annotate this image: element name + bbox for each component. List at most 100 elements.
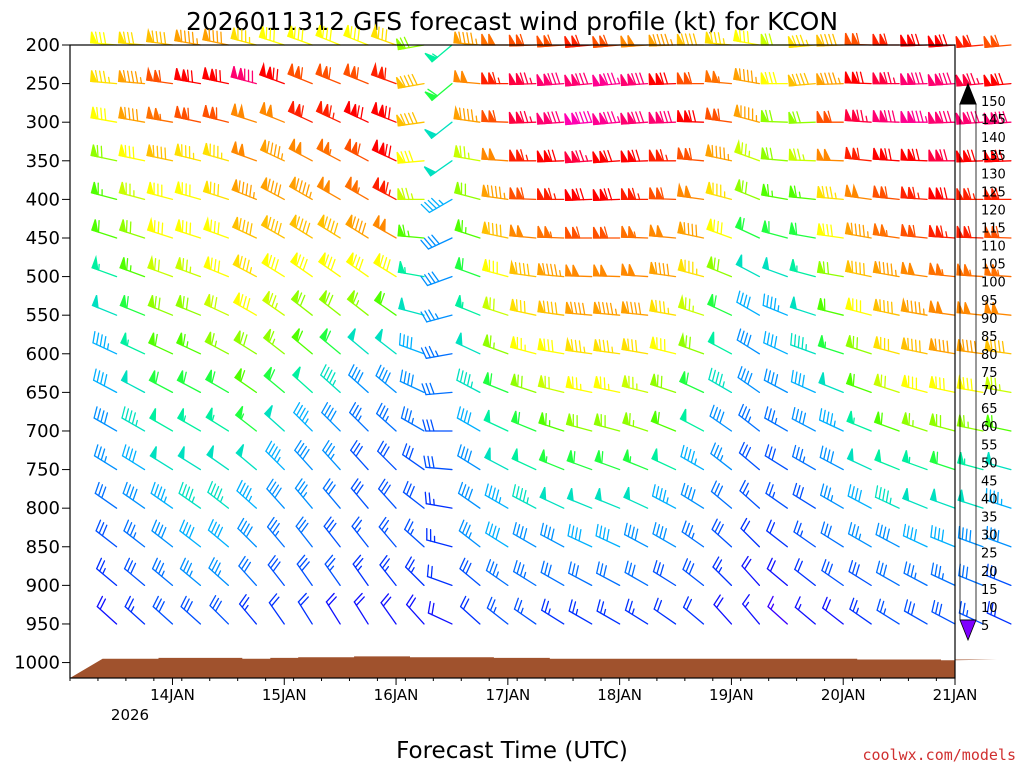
wind-barb xyxy=(291,328,313,355)
wind-barb xyxy=(789,296,816,316)
y-tick-label: 400 xyxy=(26,189,60,210)
wind-barb xyxy=(236,479,257,509)
wind-barb xyxy=(207,519,230,548)
wind-barb xyxy=(592,188,621,201)
wind-barb xyxy=(849,597,872,625)
wind-barb xyxy=(322,478,341,509)
wind-barb xyxy=(402,480,425,509)
wind-barb xyxy=(733,29,761,46)
colorbar-min-arrow xyxy=(959,619,977,642)
wind-barb xyxy=(325,592,341,625)
wind-barb xyxy=(370,23,397,46)
wind-barb xyxy=(291,366,313,394)
wind-barb xyxy=(152,595,174,625)
wind-barb xyxy=(207,480,230,509)
wind-barb xyxy=(263,366,285,394)
wind-barb xyxy=(351,516,369,548)
wind-barb xyxy=(788,222,816,239)
wind-barb xyxy=(454,257,481,278)
x-tick-label: 21JAN xyxy=(933,686,978,704)
wind-barb xyxy=(900,110,928,123)
colorbar-label: 135 xyxy=(981,149,1006,164)
wind-barb xyxy=(230,66,257,85)
wind-barb xyxy=(648,110,677,124)
wind-barb xyxy=(929,413,956,432)
wind-barb xyxy=(260,215,285,239)
wind-barb xyxy=(766,557,788,587)
wind-barb xyxy=(620,301,649,316)
wind-barb xyxy=(760,147,788,162)
wind-barb xyxy=(568,561,593,587)
wind-barb xyxy=(928,224,956,239)
wind-barb xyxy=(593,376,621,394)
wind-barb xyxy=(147,254,174,278)
wind-barb xyxy=(205,369,230,394)
wind-barb xyxy=(710,480,733,509)
y-tick-label: 700 xyxy=(26,421,60,442)
wind-barb xyxy=(680,482,705,509)
y-tick-label: 750 xyxy=(26,460,60,481)
wind-barb xyxy=(202,180,230,201)
wind-barb xyxy=(343,100,369,123)
wind-barb xyxy=(177,408,202,432)
wind-barb xyxy=(789,259,816,278)
colorbar-label: 5 xyxy=(981,619,989,634)
wind-barb xyxy=(594,487,621,509)
wind-barb xyxy=(902,523,928,548)
wind-barb xyxy=(592,301,621,316)
wind-barb xyxy=(983,111,1012,125)
wind-barb xyxy=(846,410,872,432)
wind-barb xyxy=(319,328,341,355)
wind-barb xyxy=(426,527,453,548)
wind-barb xyxy=(509,187,537,201)
wind-barb xyxy=(653,597,677,625)
wind-barb xyxy=(929,450,956,471)
wind-barb xyxy=(205,407,230,432)
wind-barb xyxy=(204,331,230,355)
wind-barb xyxy=(177,446,202,471)
wind-barb xyxy=(267,555,285,587)
wind-barb xyxy=(734,179,761,201)
wind-barb xyxy=(539,486,565,509)
wind-barb xyxy=(872,147,900,162)
wind-barb xyxy=(763,368,788,394)
wind-barb xyxy=(237,517,257,548)
wind-barb xyxy=(651,448,677,471)
wind-barb xyxy=(676,110,705,123)
colorbar-label: 35 xyxy=(981,511,998,526)
wind-barb xyxy=(481,184,509,201)
colorbar-label: 130 xyxy=(981,167,1006,182)
wind-barb xyxy=(793,520,816,548)
wind-barb xyxy=(766,519,788,548)
wind-barb xyxy=(424,491,453,509)
wind-barb xyxy=(427,601,453,625)
wind-barb xyxy=(148,332,174,355)
wind-barb xyxy=(816,110,844,123)
wind-barb xyxy=(456,368,481,394)
x-tick-label: 15JAN xyxy=(262,686,307,704)
wind-barb xyxy=(287,63,313,85)
wind-barb xyxy=(145,66,174,85)
wind-barb xyxy=(482,334,509,355)
wind-barb xyxy=(321,402,341,432)
wind-barb xyxy=(121,444,146,471)
wind-barb xyxy=(984,414,1012,432)
wind-barb xyxy=(258,61,285,85)
wind-barb xyxy=(179,519,202,548)
wind-barb xyxy=(708,367,733,394)
wind-barb xyxy=(818,408,844,432)
wind-barb xyxy=(956,263,984,278)
wind-barb xyxy=(872,260,900,278)
wind-barb xyxy=(736,290,761,316)
wind-barb xyxy=(712,556,733,587)
wind-barb xyxy=(788,111,816,124)
wind-barb xyxy=(423,455,453,471)
wind-barb xyxy=(928,376,956,394)
wind-barb xyxy=(704,107,733,123)
wind-barb xyxy=(788,148,816,162)
wind-barb xyxy=(202,67,230,85)
wind-barb xyxy=(677,221,705,239)
wind-barb xyxy=(733,104,761,123)
wind-barb xyxy=(93,444,118,471)
wind-barb xyxy=(844,146,872,162)
